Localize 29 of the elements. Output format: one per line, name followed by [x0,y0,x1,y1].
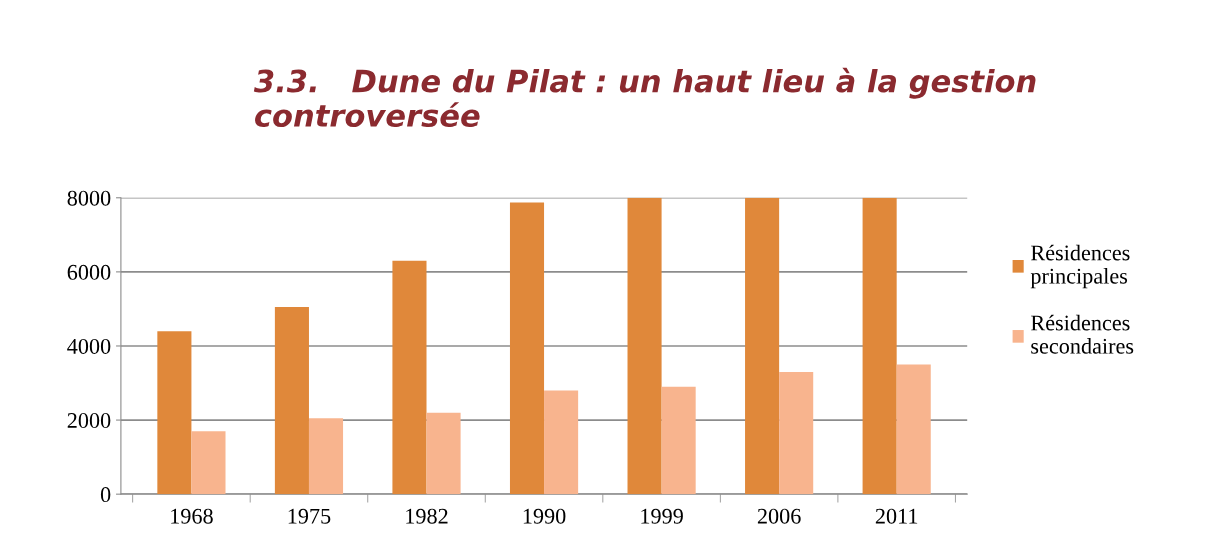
bar [392,260,427,495]
chart-title: 3.3. Dune du Pilat : un haut lieu à la gestion controversée [253,67,1036,128]
bar [779,371,814,495]
x-tick-label: 1975 [288,508,331,524]
y-tick-label: 6000 [67,264,111,280]
bar [191,431,226,495]
bar [661,386,696,495]
x-tick-label: 1990 [523,508,566,524]
x-tick-label: 1999 [641,508,683,524]
x-tick-label: 1982 [406,508,448,524]
x-tick-label: 2011 [875,508,918,524]
bar [544,390,579,495]
y-tick-label: 2000 [67,413,111,428]
bar [896,364,931,495]
bar [627,197,662,495]
bar [157,331,192,495]
bar [426,412,461,495]
bar [862,197,897,495]
bar [745,197,780,495]
legend-label: Résidences principales [1030,244,1130,289]
bar [308,418,344,495]
bar [274,307,309,495]
legend-label: Résidences secondaires [1031,314,1134,354]
y-tick-label: 0 [100,487,111,503]
x-tick-label: 2006 [757,508,801,524]
bar [509,202,545,495]
y-tick-label: 8000 [67,190,111,206]
y-tick-label: 4000 [67,338,111,354]
x-tick-label: 1968 [171,508,213,524]
